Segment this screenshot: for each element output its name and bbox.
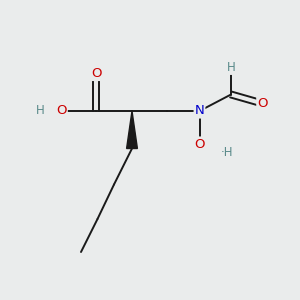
Polygon shape <box>127 111 137 148</box>
Text: O: O <box>194 137 205 151</box>
Text: O: O <box>56 104 67 118</box>
Text: O: O <box>91 67 101 80</box>
Text: ·H: ·H <box>220 146 233 160</box>
Text: H: H <box>226 61 236 74</box>
Text: O: O <box>257 97 268 110</box>
Text: N: N <box>195 104 204 118</box>
Text: H: H <box>36 104 45 118</box>
